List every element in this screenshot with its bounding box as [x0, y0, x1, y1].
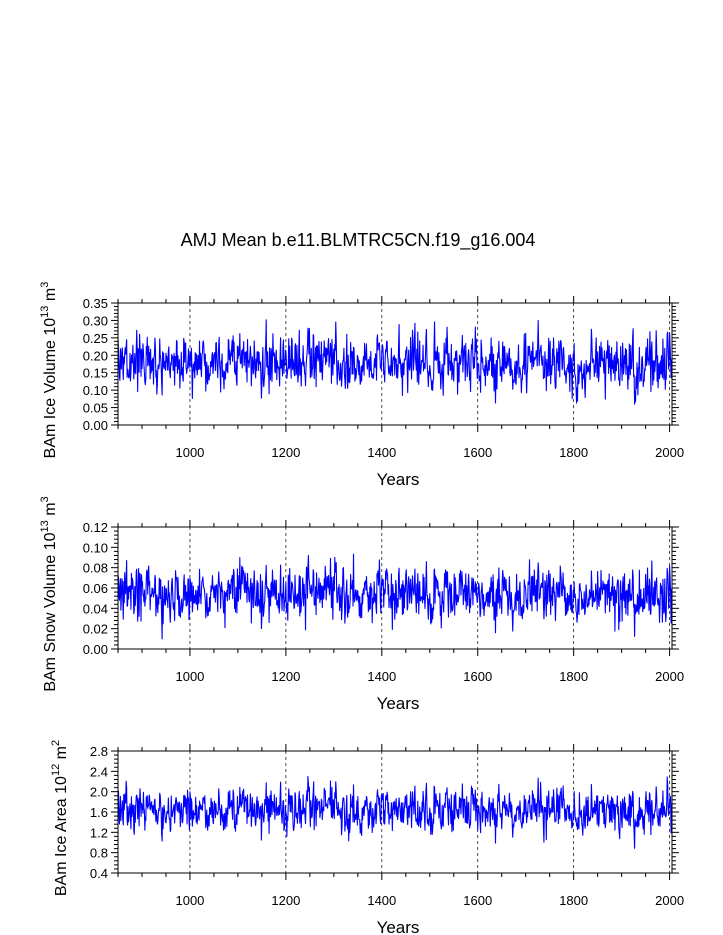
- x-tick-label: 2000: [655, 445, 684, 460]
- x-tick-label: 1000: [175, 893, 204, 908]
- y-axis-title-main: BAm Snow Volume 10: [42, 532, 59, 691]
- x-tick-label: 1400: [367, 669, 396, 684]
- y-axis-title: BAm Ice Volume 1013 m3: [39, 282, 59, 459]
- y-tick-label: 0.12: [83, 520, 108, 535]
- x-axis-title: Years: [377, 918, 420, 935]
- y-tick-label: 0.08: [83, 561, 108, 576]
- x-axis-title: Years: [377, 470, 420, 489]
- panels: 1000 1200 1400 1600 1800 2000 0.00 0.05 0.10 0.15…: [39, 282, 684, 935]
- y-tick-label: 0.15: [83, 366, 108, 381]
- x-tick-label: 1400: [367, 445, 396, 460]
- y-tick-label: 0.02: [83, 622, 108, 637]
- y-axis-title-sup1: 12: [50, 764, 62, 776]
- panel-3: 1000 1200 1400 1600 1800 2000 0.4 0.8 1.2 1.6 2.0 2…: [50, 740, 684, 935]
- panel-1: 1000 1200 1400 1600 1800 2000 0.00 0.05 0.10 0.15…: [39, 282, 684, 489]
- panel-2: 1000 1200 1400 1600 1800 2000 0.00 0.02 0.04 0.06…: [39, 496, 684, 713]
- y-tick-label: 0.25: [83, 331, 108, 346]
- y-tick-label: 0.00: [83, 642, 108, 657]
- y-axis-title-sup2: 2: [50, 740, 62, 746]
- x-tick-label: 1000: [175, 669, 204, 684]
- series-line: [117, 553, 673, 640]
- x-tick-label: 1000: [175, 445, 204, 460]
- y-tick-label: 0.00: [83, 418, 108, 433]
- x-tick-label: 1800: [559, 669, 588, 684]
- x-axis-title: Years: [377, 694, 420, 713]
- x-tick-label: 2000: [655, 893, 684, 908]
- y-tick-label: 0.20: [83, 348, 108, 363]
- y-tick-label: 0.4: [90, 866, 108, 881]
- y-tick-label: 1.6: [90, 805, 108, 820]
- y-tick-label: 0.10: [83, 383, 108, 398]
- y-tick-label: 2.4: [90, 764, 108, 779]
- y-axis-title-unit: m: [42, 502, 59, 520]
- y-tick-label: 2.8: [90, 744, 108, 759]
- y-axis-title-unit: m: [42, 288, 59, 306]
- y-axis-title-unit: m: [53, 746, 70, 764]
- y-axis-title-sup1: 13: [39, 306, 51, 318]
- y-tick-label: 0.04: [83, 601, 108, 616]
- x-tick-label: 1200: [271, 669, 300, 684]
- series-line: [117, 776, 673, 849]
- y-tick-label: 0.05: [83, 401, 108, 416]
- x-tick-label: 1600: [463, 669, 492, 684]
- y-axis-title-sup1: 13: [39, 520, 51, 532]
- x-tick-label: 1200: [271, 445, 300, 460]
- y-tick-label: 0.30: [83, 313, 108, 328]
- x-tick-label: 1600: [463, 445, 492, 460]
- y-tick-label: 0.35: [83, 296, 108, 311]
- y-tick-label: 2.0: [90, 785, 108, 800]
- plot-frame: [117, 302, 673, 426]
- x-tick-label: 1200: [271, 893, 300, 908]
- y-axis-title-main: BAm Ice Area 10: [53, 776, 70, 896]
- y-tick-label: 0.8: [90, 846, 108, 861]
- series-line: [117, 319, 673, 405]
- y-axis-title-main: BAm Ice Volume 10: [42, 318, 59, 459]
- x-tick-label: 1800: [559, 893, 588, 908]
- x-tick-label: 2000: [655, 669, 684, 684]
- x-tick-label: 1400: [367, 893, 396, 908]
- chart-title: AMJ Mean b.e11.BLMTRC5CN.f19_g16.004: [181, 230, 536, 251]
- y-tick-label: 0.10: [83, 540, 108, 555]
- y-axis-title: BAm Ice Area 1012 m2: [50, 740, 70, 896]
- x-tick-label: 1800: [559, 445, 588, 460]
- x-tick-label: 1600: [463, 893, 492, 908]
- y-axis-title-sup2: 3: [39, 282, 51, 288]
- y-tick-label: 0.06: [83, 581, 108, 596]
- y-axis-title-sup2: 3: [39, 496, 51, 502]
- y-axis-title: BAm Snow Volume 1013 m3: [39, 496, 59, 691]
- y-tick-label: 1.2: [90, 825, 108, 840]
